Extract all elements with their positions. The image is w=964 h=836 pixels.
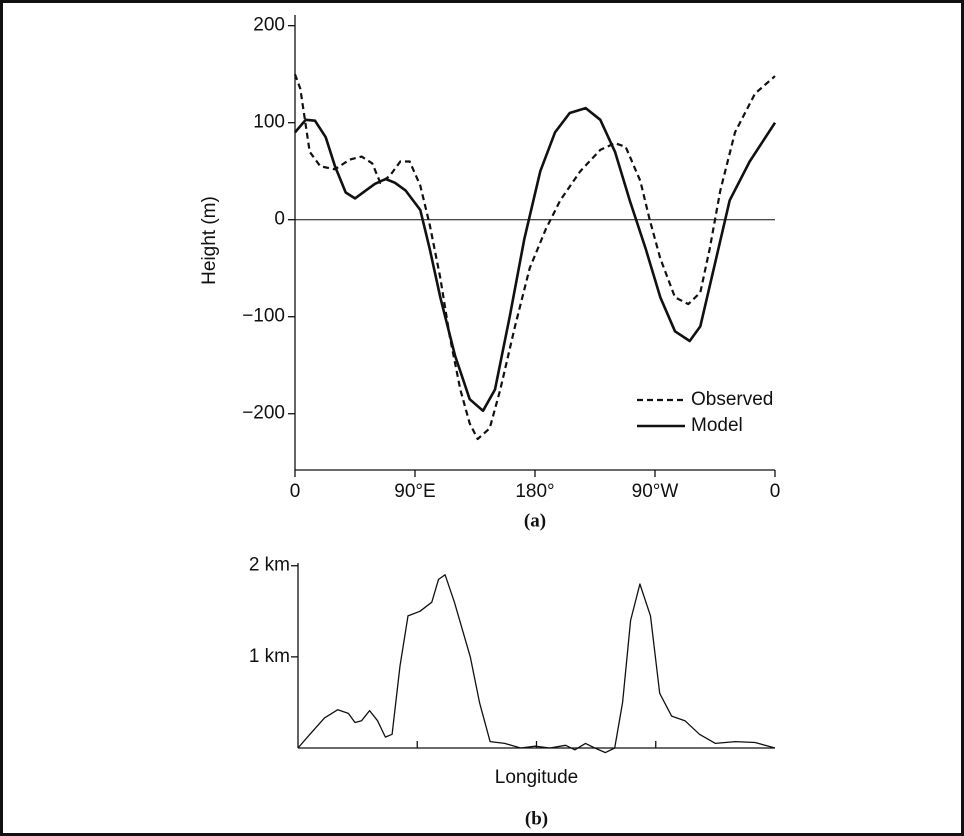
y-tick-label: 200 <box>253 15 285 36</box>
caption: (a) <box>524 510 546 531</box>
series-line <box>293 73 776 441</box>
y-axis-label: Height (m) <box>199 196 220 285</box>
legend-label: Model <box>691 415 743 436</box>
x-tick-label: 180° <box>515 481 554 502</box>
legend-label: Observed <box>691 389 773 410</box>
caption: (b) <box>525 808 548 829</box>
x-axis-label: Longitude <box>495 767 578 788</box>
y-tick-label: 0 <box>274 209 285 230</box>
x-tick-label: 0 <box>770 481 781 502</box>
y-tick-label: 1 km <box>249 646 290 667</box>
series-line <box>297 574 776 754</box>
x-tick-label: 90°E <box>394 481 435 502</box>
x-tick-label: 0 <box>290 481 301 502</box>
series-line <box>294 106 777 413</box>
x-tick-label: 90°W <box>632 481 679 502</box>
y-tick-label: −200 <box>242 403 285 424</box>
y-tick-label: 100 <box>253 112 285 133</box>
y-tick-label: −100 <box>242 306 285 327</box>
y-tick-label: 2 km <box>249 555 290 576</box>
